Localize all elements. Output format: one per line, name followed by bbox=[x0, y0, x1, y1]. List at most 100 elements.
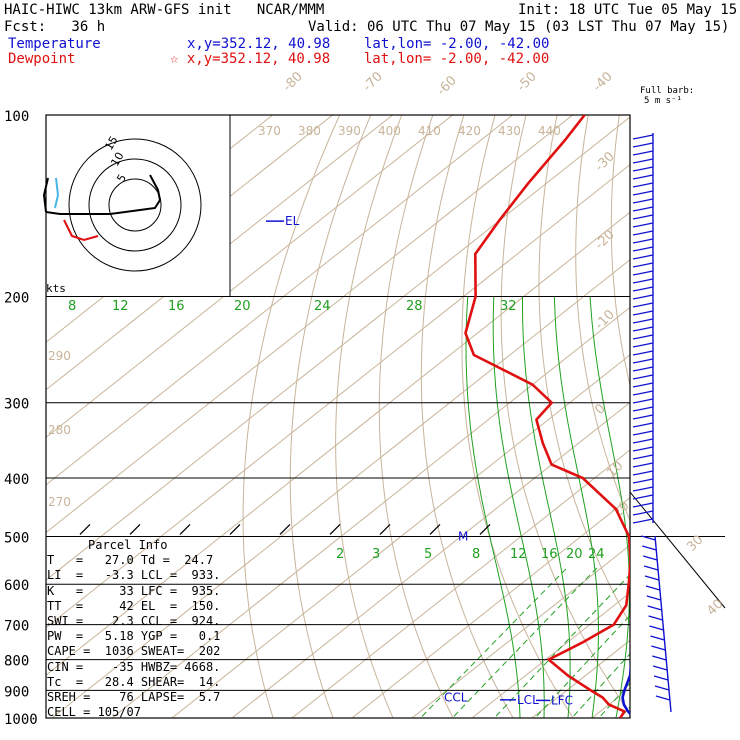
isotherm-label: -10 bbox=[592, 307, 618, 333]
isotherm-line bbox=[46, 115, 514, 486]
parcel-row: CAPE = 1036 SWEAT= 202 bbox=[47, 644, 221, 659]
wind-barb bbox=[632, 374, 654, 380]
theta-label: 410 bbox=[418, 124, 441, 138]
isotherm-line bbox=[46, 164, 630, 629]
pressure-label: 800 bbox=[4, 654, 29, 670]
wind-barb bbox=[632, 494, 654, 500]
wind-barb bbox=[632, 150, 654, 156]
barb-panel-edge bbox=[629, 491, 726, 609]
isotherm-line bbox=[531, 639, 630, 718]
mixing-ratio-line bbox=[534, 614, 630, 718]
theta-label: 400 bbox=[378, 124, 401, 138]
wind-barb bbox=[632, 270, 654, 276]
dry-adiabat-line bbox=[610, 115, 630, 388]
wind-barb bbox=[632, 238, 654, 244]
wind-barb bbox=[632, 198, 654, 204]
wind-barb bbox=[632, 294, 654, 300]
isotherm-line bbox=[46, 211, 630, 676]
wind-barb bbox=[649, 625, 664, 631]
lfc-label: LFC bbox=[551, 693, 573, 707]
temperature-profile bbox=[621, 661, 630, 716]
isotherm-line bbox=[51, 259, 630, 718]
wind-barb bbox=[644, 575, 660, 581]
wind-barb bbox=[642, 545, 657, 551]
lcl-label: LCL bbox=[517, 693, 539, 707]
hatch-mark bbox=[379, 524, 391, 535]
mixing-ratio-label: 12 bbox=[510, 547, 527, 562]
wind-barb bbox=[632, 462, 654, 468]
wind-barb bbox=[632, 318, 654, 324]
wind-barb bbox=[632, 342, 654, 348]
wind-barb bbox=[632, 430, 654, 436]
hodograph-trace bbox=[54, 177, 60, 209]
parcel-info-title: Parcel Info bbox=[88, 538, 168, 552]
wind-barb bbox=[632, 230, 654, 236]
hodograph-trace bbox=[63, 219, 99, 242]
wind-barb bbox=[653, 665, 668, 671]
wind-barb bbox=[632, 446, 654, 452]
dry-adiabat-line bbox=[242, 115, 341, 718]
mixing-ratio-label: 16 bbox=[541, 547, 558, 562]
pressure-label: 600 bbox=[4, 578, 29, 594]
theta-label: 270 bbox=[48, 495, 71, 509]
wind-barb bbox=[632, 302, 654, 308]
wind-barb bbox=[632, 486, 654, 492]
theta-label: 440 bbox=[538, 124, 561, 138]
isotherm-line bbox=[351, 496, 630, 718]
pressure-label: 300 bbox=[4, 397, 29, 413]
dewpoint-location: ☆ x,y=352.12, 40.98 lat,lon= -2.00, -42.… bbox=[170, 51, 550, 67]
forecast-hour: Fcst: 36 h bbox=[4, 19, 106, 35]
profiles bbox=[464, 115, 630, 718]
temperature-legend: Temperature bbox=[8, 36, 101, 52]
hatch-mark bbox=[479, 524, 491, 535]
pressure-label: 100 bbox=[4, 109, 29, 125]
wind-barb bbox=[632, 326, 654, 332]
barb-title: Full barb: bbox=[640, 86, 695, 96]
dry-adiabat-line bbox=[679, 115, 740, 731]
isotherm-label: -20 bbox=[592, 227, 618, 253]
isotherm-line bbox=[46, 115, 394, 391]
isotherm-label: 40 bbox=[704, 597, 726, 619]
theta-label: 380 bbox=[298, 124, 321, 138]
parcel-row: SREH = 76 LAPSE= 5.7 bbox=[47, 689, 221, 704]
wind-barb bbox=[632, 206, 654, 212]
hatch-mark bbox=[329, 524, 341, 535]
mixing-ratio-label: 8 bbox=[472, 547, 480, 562]
moist-adiabat-label: 24 bbox=[314, 299, 331, 314]
wind-barb bbox=[632, 502, 654, 508]
mixing-ratio-label: 24 bbox=[588, 547, 605, 562]
wind-barb bbox=[655, 695, 671, 701]
temperature-location: x,y=352.12, 40.98 lat,lon= -2.00, -42.00 bbox=[187, 36, 550, 52]
wind-barb bbox=[632, 510, 654, 516]
dry-adiabats bbox=[242, 115, 740, 731]
wind-barb bbox=[632, 422, 654, 428]
parcel-row: T = 27.0 Td = 24.7 bbox=[47, 553, 214, 568]
pressure-label: 200 bbox=[4, 291, 29, 307]
wind-barb bbox=[650, 635, 665, 641]
dry-adiabat-line bbox=[575, 115, 630, 522]
barb-staff bbox=[654, 535, 672, 713]
moist-adiabat-line bbox=[465, 296, 521, 718]
wind-barb bbox=[632, 390, 654, 396]
hodograph-ring-label: 10 bbox=[108, 150, 126, 169]
m-label: M bbox=[458, 529, 468, 543]
isotherm-label: -50 bbox=[514, 69, 540, 95]
wind-barb bbox=[632, 406, 654, 412]
parcel-info-panel: Parcel Info T = 27.0 Td = 24.7 LI = -3.3… bbox=[47, 538, 237, 738]
mixing-ratio-line bbox=[493, 573, 630, 718]
theta-label: 430 bbox=[498, 124, 521, 138]
moist-adiabat-label: 20 bbox=[234, 299, 251, 314]
header: HAIC-HIWC 13km ARW-GFS init NCAR/MMM Ini… bbox=[0, 0, 740, 106]
mixing-ratio-line bbox=[419, 565, 570, 718]
wind-barb bbox=[632, 350, 654, 356]
isotherm-label: -70 bbox=[360, 69, 386, 95]
mixing-ratio-line bbox=[627, 566, 740, 731]
pressure-label: 1000 bbox=[4, 712, 38, 728]
moist-adiabat-line bbox=[664, 297, 701, 719]
isotherm-label: 10 bbox=[604, 459, 626, 481]
dry-adiabat-line bbox=[500, 115, 630, 715]
isotherm-line bbox=[46, 115, 454, 438]
theta-label: 290 bbox=[48, 349, 71, 363]
wind-barb bbox=[632, 134, 654, 140]
